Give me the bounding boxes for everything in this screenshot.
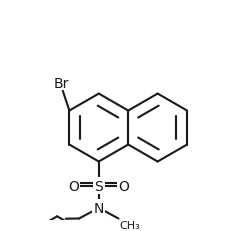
Text: S: S — [94, 179, 103, 193]
Text: N: N — [93, 201, 104, 215]
Text: Br: Br — [54, 76, 69, 90]
Text: CH₃: CH₃ — [120, 220, 140, 230]
Text: O: O — [68, 179, 79, 193]
Text: O: O — [119, 179, 129, 193]
